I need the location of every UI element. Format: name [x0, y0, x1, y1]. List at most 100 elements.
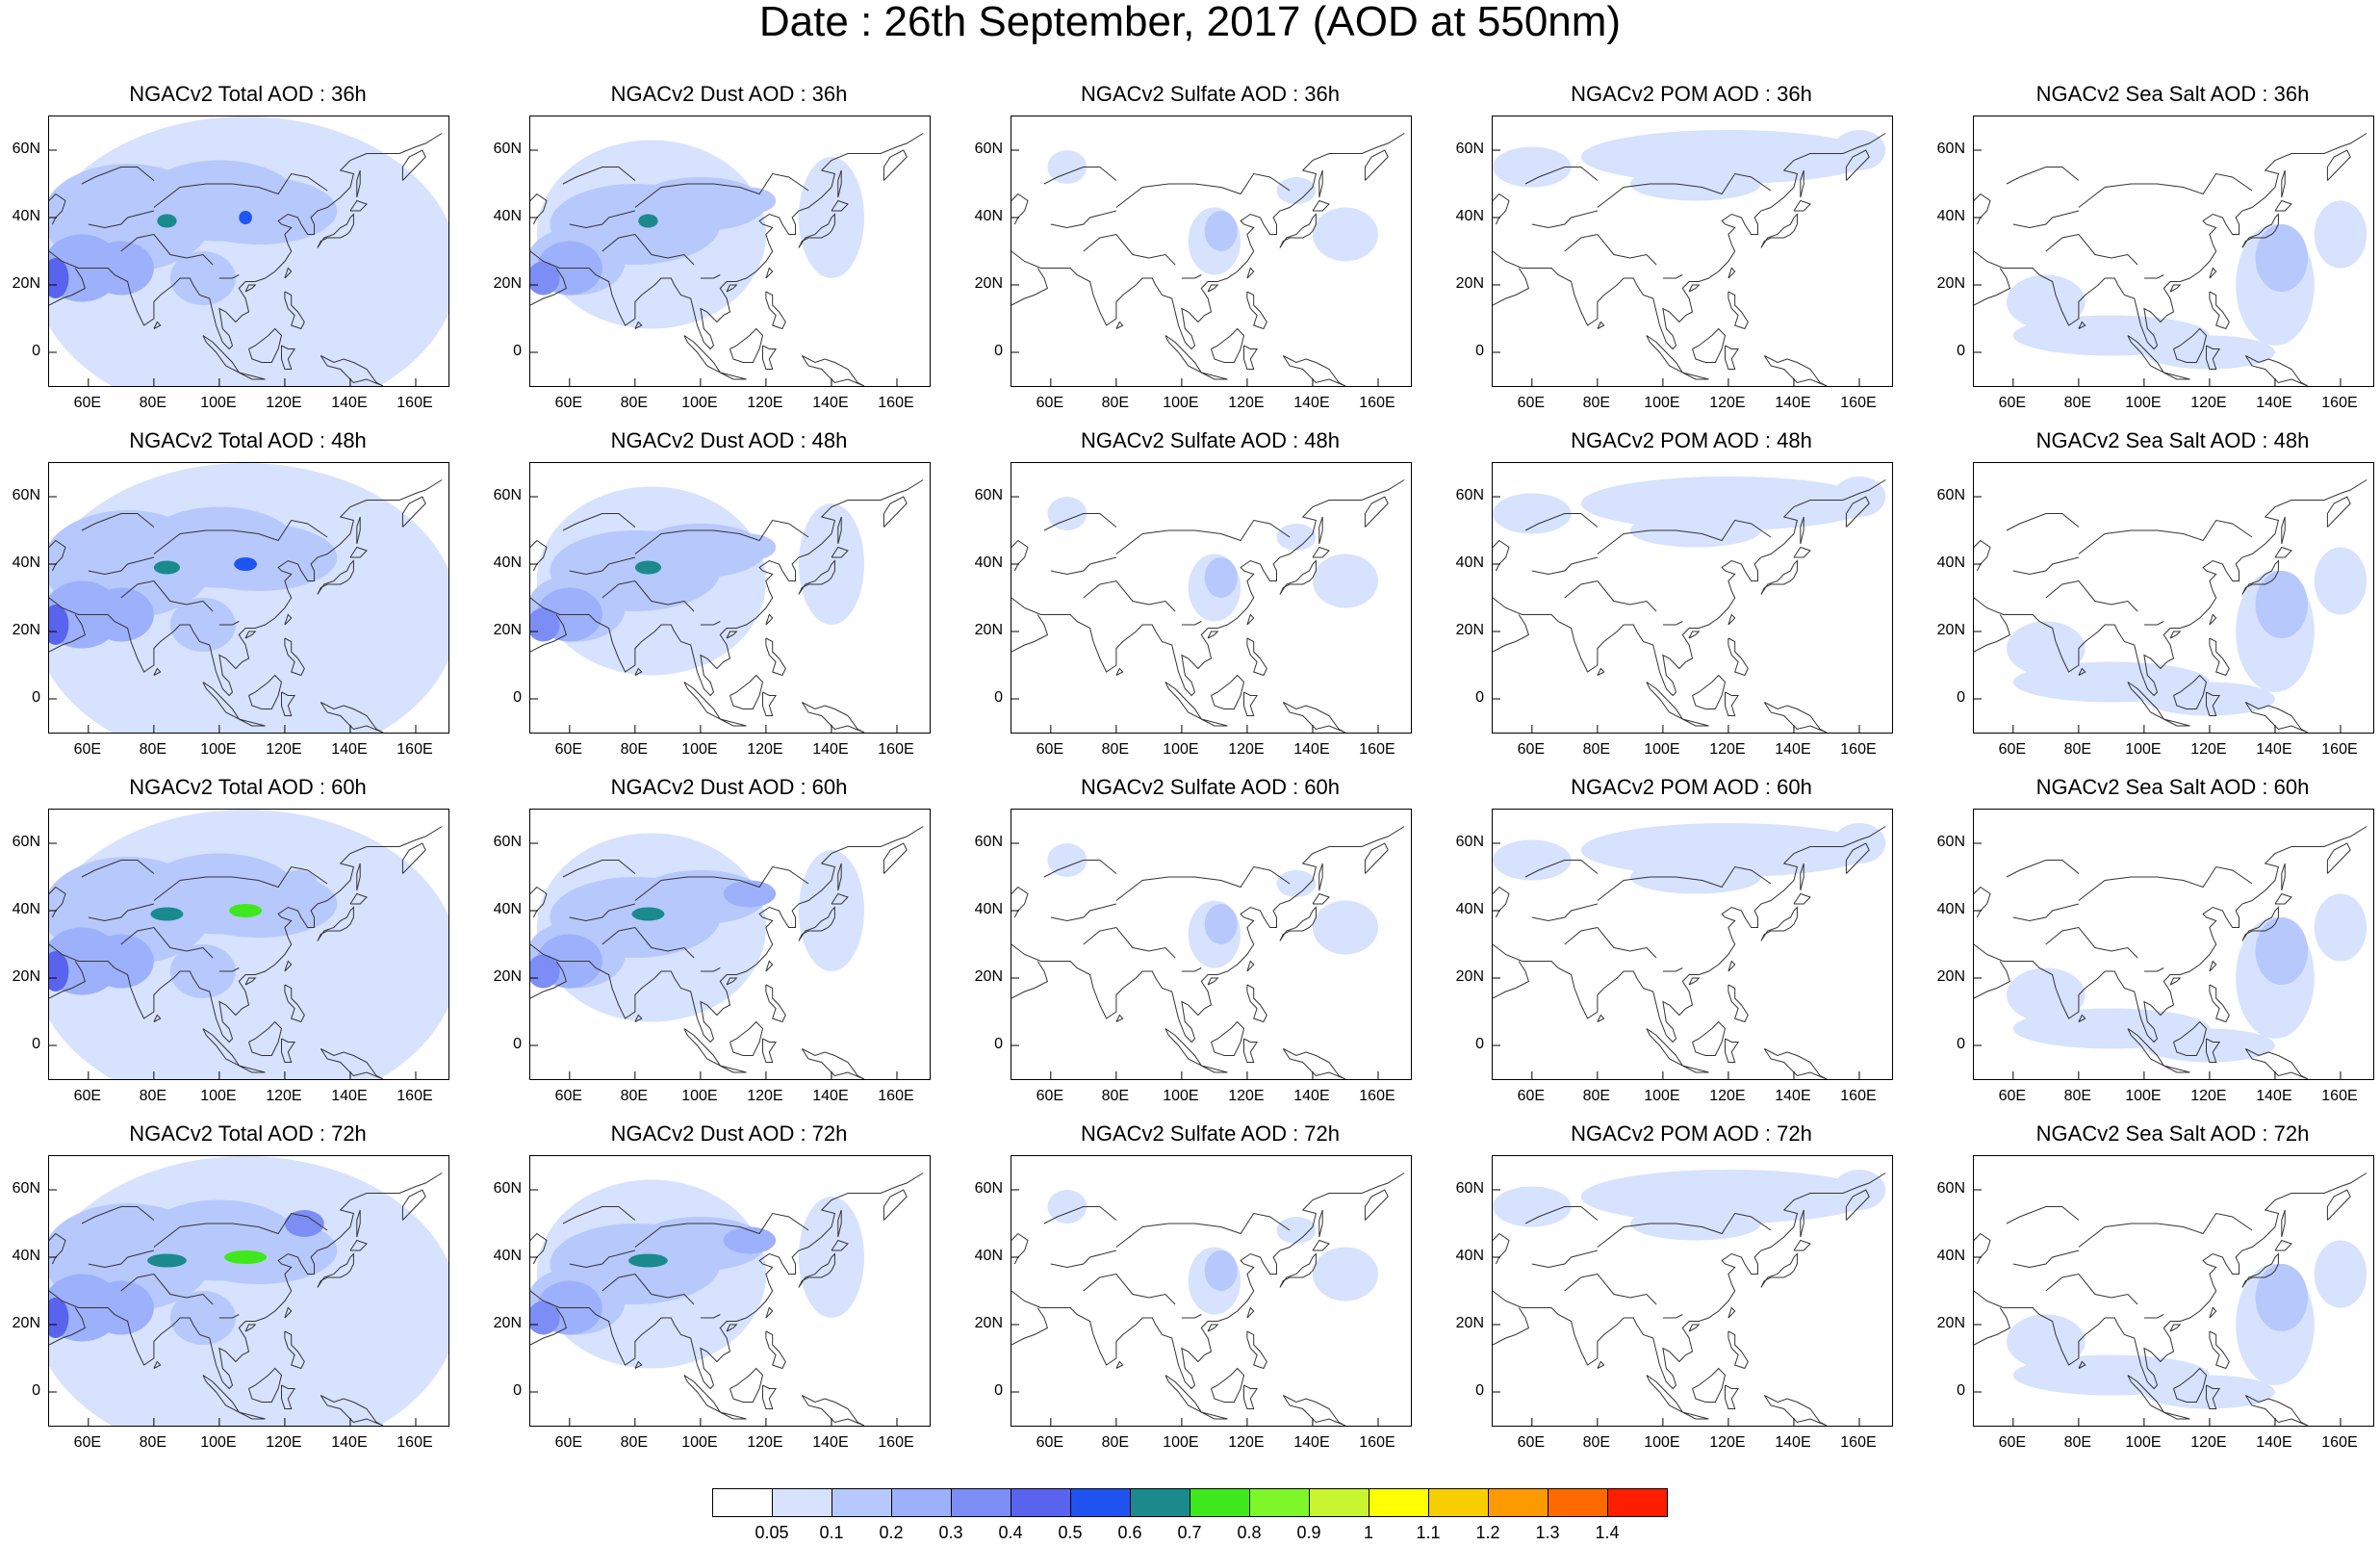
coastline: [1662, 274, 1683, 279]
aod-shading: [169, 944, 236, 998]
coastline: [762, 345, 778, 370]
coastline: [153, 667, 162, 676]
map-canvas: [1974, 133, 2367, 386]
lat-tick-label: 40N: [1455, 901, 1484, 917]
map-panel-total-0: NGACv2 Total AOD : 36h 60N 40N 20N 0 60E 80E 10…: [0, 82, 481, 428]
map-canvas: [1493, 477, 1886, 733]
lon-tick-label: 120E: [1228, 1088, 1265, 1104]
coastline: [801, 355, 865, 386]
coastline: [2209, 267, 2217, 279]
aod-shading: [49, 605, 69, 645]
lat-tick-label: 60N: [1455, 487, 1484, 503]
coastline: [729, 327, 764, 363]
colorbar-label: 0.6: [1117, 1523, 1142, 1542]
lon-tick-label: 160E: [397, 395, 433, 411]
coastline: [248, 674, 283, 709]
aod-shading: [323, 934, 377, 989]
lon-tick-label: 120E: [747, 1434, 783, 1451]
coastline: [683, 1375, 722, 1414]
coastline: [1727, 291, 1749, 330]
lon-tick-label: 80E: [139, 1434, 167, 1451]
coastline: [562, 513, 636, 531]
coastline: [1727, 960, 1736, 972]
coastline: [1243, 1038, 1259, 1063]
colorbar-segment: [891, 1488, 952, 1517]
aod-shading: [1047, 843, 1088, 877]
coastline: [530, 1232, 548, 1265]
coastline: [1043, 1206, 1117, 1224]
coastline: [49, 961, 87, 999]
lon-tick-label: 80E: [1101, 395, 1130, 411]
coastline: [49, 268, 87, 306]
colorbar-segment: [1488, 1488, 1548, 1517]
lon-tick-label: 60E: [1998, 395, 2027, 411]
coastline: [2012, 903, 2080, 922]
map-panel-pom-0: NGACv2 POM AOD : 36h 60N 40N 20N 0 60E 80E 100E…: [1444, 82, 1925, 428]
panel-title: NGACv2 Total AOD : 36h: [129, 82, 367, 106]
lon-tick-label: 140E: [1293, 1434, 1330, 1451]
coastline: [281, 691, 296, 716]
lon-tick-label: 80E: [620, 1088, 649, 1104]
aod-shading: [1629, 513, 1761, 548]
coastline: [1011, 539, 1029, 572]
lat-tick-label: 40N: [974, 208, 1003, 224]
coastline: [284, 637, 305, 677]
lon-tick-label: 120E: [1709, 1434, 1746, 1451]
lon-tick-label: 120E: [747, 741, 783, 758]
panel-title: NGACv2 Sea Salt AOD : 36h: [2035, 82, 2310, 106]
coastline: [1763, 1395, 1828, 1426]
map-canvas: [1974, 1172, 2367, 1426]
coastline: [1246, 613, 1255, 626]
lat-tick-label: 60N: [12, 487, 40, 503]
map-canvas: [1493, 130, 1886, 386]
aod-shading: [530, 261, 560, 296]
coastline: [601, 580, 695, 612]
coastline: [530, 479, 924, 697]
map-plot: [1973, 116, 2374, 387]
coastline: [2244, 1395, 2309, 1426]
lon-tick-label: 120E: [1709, 1088, 1746, 1104]
map-canvas: [49, 810, 448, 1079]
lat-tick-label: 60N: [974, 1180, 1003, 1197]
lat-tick-label: 40N: [493, 554, 522, 571]
coastline: [562, 1206, 636, 1224]
lat-tick-label: 20N: [493, 622, 522, 638]
coastline: [1493, 1232, 1510, 1265]
aod-shading: [1204, 557, 1238, 598]
coastline: [2209, 291, 2230, 330]
aod-shading: [229, 904, 263, 917]
coastline: [1531, 556, 1599, 576]
coastline: [1662, 621, 1683, 626]
coastline: [1181, 967, 1202, 972]
coastline: [569, 210, 636, 229]
lon-tick-label: 80E: [1582, 395, 1611, 411]
lon-tick-label: 60E: [73, 1088, 102, 1104]
map-canvas: [530, 1172, 924, 1426]
aod-shading: [88, 241, 154, 296]
lon-tick-label: 60E: [1036, 1434, 1064, 1451]
coastline: [798, 906, 835, 941]
aod-shading: [141, 1199, 298, 1281]
lon-tick-label: 60E: [73, 741, 102, 758]
lon-tick-label: 100E: [2125, 1434, 2162, 1451]
lat-tick-label: 40N: [1455, 554, 1484, 571]
coastline: [401, 149, 426, 181]
map-panel-dust-0: NGACv2 Dust AOD : 36h 60N 40N 20N 0 60E 80E 100…: [481, 82, 962, 428]
aod-shading: [1580, 1170, 1876, 1224]
aod-shading: [1580, 477, 1876, 530]
coastline: [1164, 1375, 1203, 1414]
lat-tick-label: 0: [1475, 689, 1484, 706]
coastline: [239, 372, 266, 380]
colorbar-label: 1.3: [1535, 1523, 1560, 1542]
lon-tick-label: 160E: [2321, 741, 2358, 758]
lon-tick-label: 80E: [2063, 741, 2092, 758]
coastline: [2241, 906, 2279, 941]
coastline: [1364, 842, 1389, 874]
coastline: [2209, 984, 2230, 1023]
coastline: [2078, 172, 2253, 208]
coastline: [81, 1206, 155, 1224]
map-plot: [529, 1155, 931, 1427]
coastline: [284, 1330, 305, 1370]
aod-shading: [638, 214, 658, 228]
lon-tick-label: 80E: [1582, 1434, 1611, 1451]
